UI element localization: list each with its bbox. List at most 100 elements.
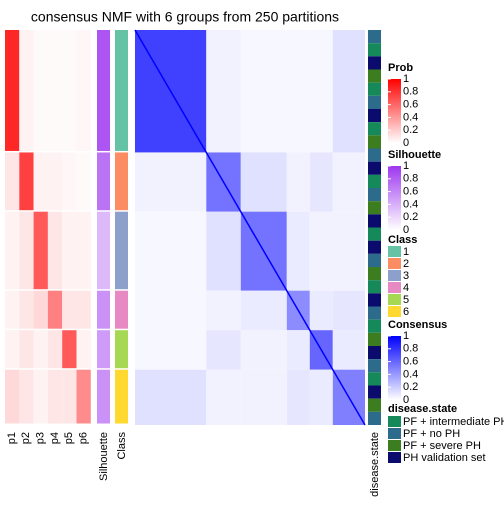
consensus-cell [286,152,310,212]
column-label: disease.state [369,432,381,497]
prob-cell [76,152,91,211]
prob-cell [62,290,77,329]
legend-tick-label: 0.6 [403,356,418,368]
legend-tick-label: 0.4 [403,198,418,210]
disease-cell [368,372,381,386]
legend-swatch [388,282,401,293]
prob-cell [62,369,77,424]
class-cell [115,369,128,424]
prob-cell [33,152,48,211]
legend-label: 1 [403,246,409,258]
disease-cell [368,385,381,399]
prob-cell [19,290,34,329]
legend-tick-label: 0.4 [403,111,418,123]
prob-cell [47,330,63,369]
prob-cell [47,369,63,424]
consensus-cell [240,152,287,212]
legend-title: Consensus [388,319,447,331]
column-label: p1 [6,432,18,444]
silhouette-cell [97,152,110,211]
consensus-cell [206,330,241,370]
disease-cell [368,95,381,109]
prob-cell [76,290,91,329]
legend-tick-label: 0.2 [403,124,418,136]
prob-cell [62,152,77,211]
consensus-cell [286,330,310,370]
legend-gradient [388,166,401,230]
legend-tick-label: 0.4 [403,368,418,380]
silhouette-cell [97,369,110,424]
prob-cell [33,330,48,369]
disease-cell [368,214,381,228]
legend-label: PF + no PH [403,428,460,440]
legend-gradient [388,336,401,400]
disease-cell [368,306,381,320]
legend-tick-label: 0.2 [403,381,418,393]
legend-label: PH validation set [403,452,486,464]
prob-cell [19,30,34,151]
consensus-cell [135,369,207,425]
legend-tick-label: 0.2 [403,211,418,223]
legend-tick-label: 0 [403,394,409,406]
legend-tick-label: 0 [403,224,409,236]
disease-cell [368,359,381,373]
prob-cell [19,211,34,290]
legend-tick-label: 1 [403,73,409,85]
column-label: p6 [77,432,89,444]
consensus-cell [332,290,365,331]
legend-tick-label: 0 [403,137,409,149]
prob-cell [19,152,34,211]
legend-tick-label: 0.8 [403,173,418,185]
prob-cell [47,152,63,211]
legend-swatch [388,294,401,305]
prob-cell [47,290,63,329]
legend-tick-label: 1 [403,330,409,342]
silhouette-cell [97,30,110,151]
prob-cell [33,369,48,424]
disease-cell [368,69,381,83]
consensus-cell [309,369,333,425]
prob-cell [33,211,48,290]
prob-cell [76,330,91,369]
consensus-cell [240,369,287,425]
column-label: Silhouette [98,432,110,481]
disease-cell [368,227,381,241]
column-label: p5 [63,432,75,444]
legend-swatch [388,428,401,439]
disease-cell [368,411,381,425]
column-label: p2 [20,432,32,444]
silhouette-cell [97,290,110,329]
consensus-cell [332,211,365,291]
legend-label: PF + intermediate PH [403,416,504,428]
silhouette-cell [97,330,110,369]
legend-swatch [388,306,401,317]
consensus-cell [135,211,207,291]
legend-tick-label: 0.6 [403,186,418,198]
consensus-cell [286,211,310,291]
disease-cell [368,293,381,307]
class-cell [115,290,128,329]
consensus-cell [240,30,287,153]
legend-label: PF + severe PH [403,440,481,452]
legend-swatch [388,452,401,463]
consensus-cell [135,152,207,212]
legend-tick-label: 1 [403,160,409,172]
legend-tick-label: 0.8 [403,343,418,355]
legend-gradient [388,79,401,143]
class-cell [115,30,128,151]
disease-cell [368,201,381,215]
consensus-cell [135,290,207,331]
disease-cell [368,319,381,333]
legend-title: Prob [388,62,413,74]
consensus-cell [332,330,365,370]
column-label: p4 [49,432,61,444]
prob-cell [47,30,63,151]
consensus-cell [240,330,287,370]
legend-label: 6 [403,306,409,318]
disease-cell [368,109,381,123]
disease-cell [368,188,381,202]
diagonal [134,29,366,426]
consensus-cell [332,30,365,153]
prob-cell [33,30,48,151]
prob-cell [47,211,63,290]
